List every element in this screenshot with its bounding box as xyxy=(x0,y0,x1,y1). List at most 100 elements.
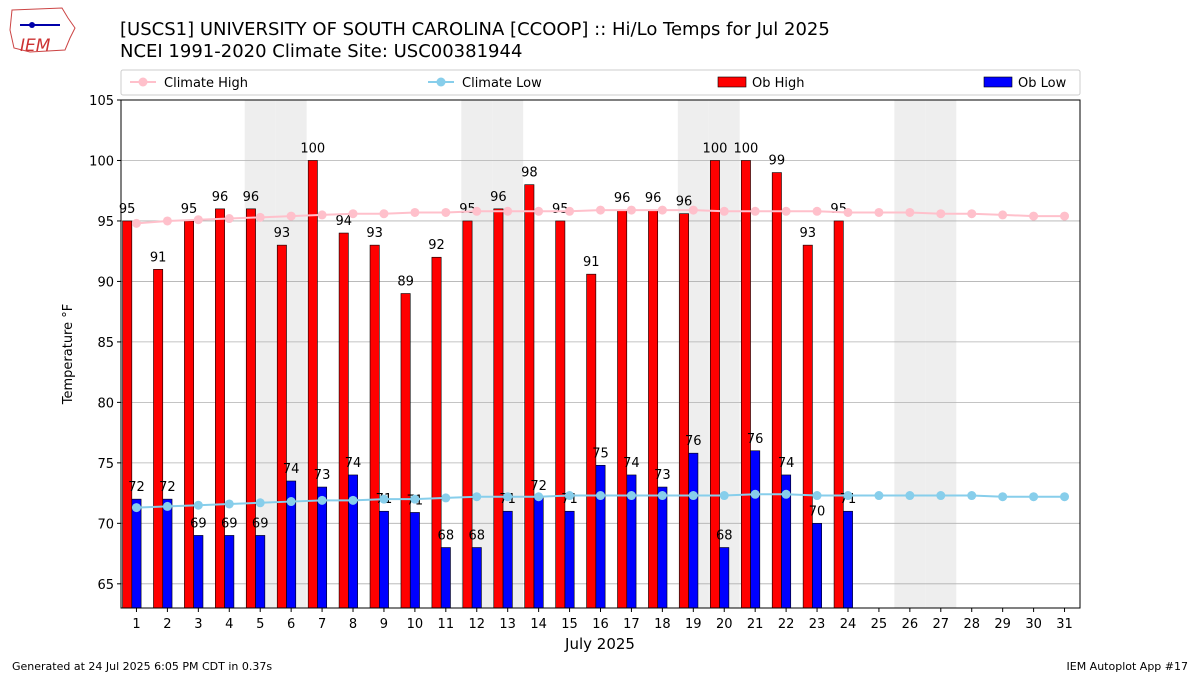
plot-frame xyxy=(120,99,1081,609)
point xyxy=(162,216,172,226)
point xyxy=(1060,211,1070,221)
y-tick-label: 75 xyxy=(97,457,114,472)
y-tick-label: 105 xyxy=(89,94,114,109)
point xyxy=(719,491,729,501)
point xyxy=(255,212,265,222)
data-label: 96 xyxy=(490,190,507,205)
bar xyxy=(679,213,689,609)
bar xyxy=(431,256,442,609)
y-axis-label: Temperature °F xyxy=(61,304,76,405)
x-tick-label: 21 xyxy=(747,617,764,632)
data-label: 74 xyxy=(283,462,300,477)
bar xyxy=(555,220,566,609)
point xyxy=(317,210,327,220)
x-tick-label: 27 xyxy=(933,617,950,632)
data-label: 93 xyxy=(274,226,291,241)
x-tick-label: 28 xyxy=(963,617,980,632)
point xyxy=(750,206,760,216)
point xyxy=(472,492,482,502)
bar xyxy=(440,547,451,609)
bar xyxy=(307,160,318,609)
y-tick-label: 65 xyxy=(97,578,114,593)
point xyxy=(348,495,358,505)
point xyxy=(874,491,884,501)
point xyxy=(565,491,575,501)
bar xyxy=(276,244,287,609)
data-label: 76 xyxy=(685,434,702,449)
bar xyxy=(657,486,668,609)
x-tick-label: 4 xyxy=(225,617,233,632)
x-tick-label: 1 xyxy=(132,617,140,632)
legend-label: Ob Low xyxy=(1018,76,1067,91)
bar xyxy=(184,220,194,609)
logo: IEM xyxy=(9,7,76,56)
point xyxy=(131,218,141,228)
data-label: 91 xyxy=(583,255,600,270)
point xyxy=(1029,211,1039,221)
point xyxy=(1029,492,1039,502)
x-tick-label: 16 xyxy=(592,617,609,632)
data-label: 72 xyxy=(159,480,176,495)
chart-subtitle: NCEI 1991-2020 Climate Site: USC00381944 xyxy=(120,41,522,62)
point xyxy=(379,494,389,504)
bar xyxy=(750,450,761,609)
point xyxy=(719,206,729,216)
bar xyxy=(688,452,699,609)
bar xyxy=(471,547,482,609)
point xyxy=(657,491,667,501)
bar xyxy=(162,498,173,609)
point xyxy=(224,499,234,509)
x-tick-label: 22 xyxy=(778,617,795,632)
point xyxy=(688,205,698,215)
data-label: 69 xyxy=(221,516,238,531)
data-label: 95 xyxy=(181,202,198,217)
data-label: 72 xyxy=(128,480,145,495)
point xyxy=(441,493,451,503)
bar xyxy=(369,244,380,609)
point xyxy=(998,210,1008,220)
data-label: 74 xyxy=(345,456,362,471)
data-label: 95 xyxy=(459,202,476,217)
point xyxy=(936,491,946,501)
data-label: 92 xyxy=(428,238,445,253)
bar xyxy=(348,474,358,609)
footer-right: IEM Autoplot App #17 xyxy=(1067,660,1189,673)
point xyxy=(626,491,636,501)
point xyxy=(503,206,513,216)
point xyxy=(131,503,141,513)
bar xyxy=(400,293,411,609)
bar xyxy=(771,172,782,609)
point xyxy=(688,491,698,501)
data-label: 72 xyxy=(530,479,547,494)
data-label: 96 xyxy=(645,191,662,206)
x-tick-label: 9 xyxy=(380,617,388,632)
bar xyxy=(245,208,256,609)
point xyxy=(162,501,172,511)
point xyxy=(750,489,760,499)
bar xyxy=(131,498,142,609)
data-label: 93 xyxy=(366,226,383,241)
shade xyxy=(894,100,926,608)
data-label: 89 xyxy=(397,275,414,290)
bar xyxy=(193,535,204,609)
bar xyxy=(493,208,504,609)
y-tick-label: 70 xyxy=(97,517,114,532)
point xyxy=(410,207,420,217)
data-label: 69 xyxy=(252,516,269,531)
data-label: 73 xyxy=(314,468,331,483)
point xyxy=(967,491,977,501)
point xyxy=(657,205,667,215)
x-tick-label: 12 xyxy=(468,617,485,632)
y-tick-label: 100 xyxy=(89,154,114,169)
legend-label: Climate Low xyxy=(462,76,542,91)
x-tick-label: 26 xyxy=(902,617,919,632)
data-label: 95 xyxy=(119,202,136,217)
data-label: 98 xyxy=(521,166,538,181)
data-label: 95 xyxy=(552,202,569,217)
x-axis-label: July 2025 xyxy=(564,635,635,653)
x-tick-label: 24 xyxy=(840,617,857,632)
bar xyxy=(502,510,513,609)
bar xyxy=(564,510,575,609)
x-tick-label: 23 xyxy=(809,617,826,632)
bar xyxy=(122,220,133,609)
